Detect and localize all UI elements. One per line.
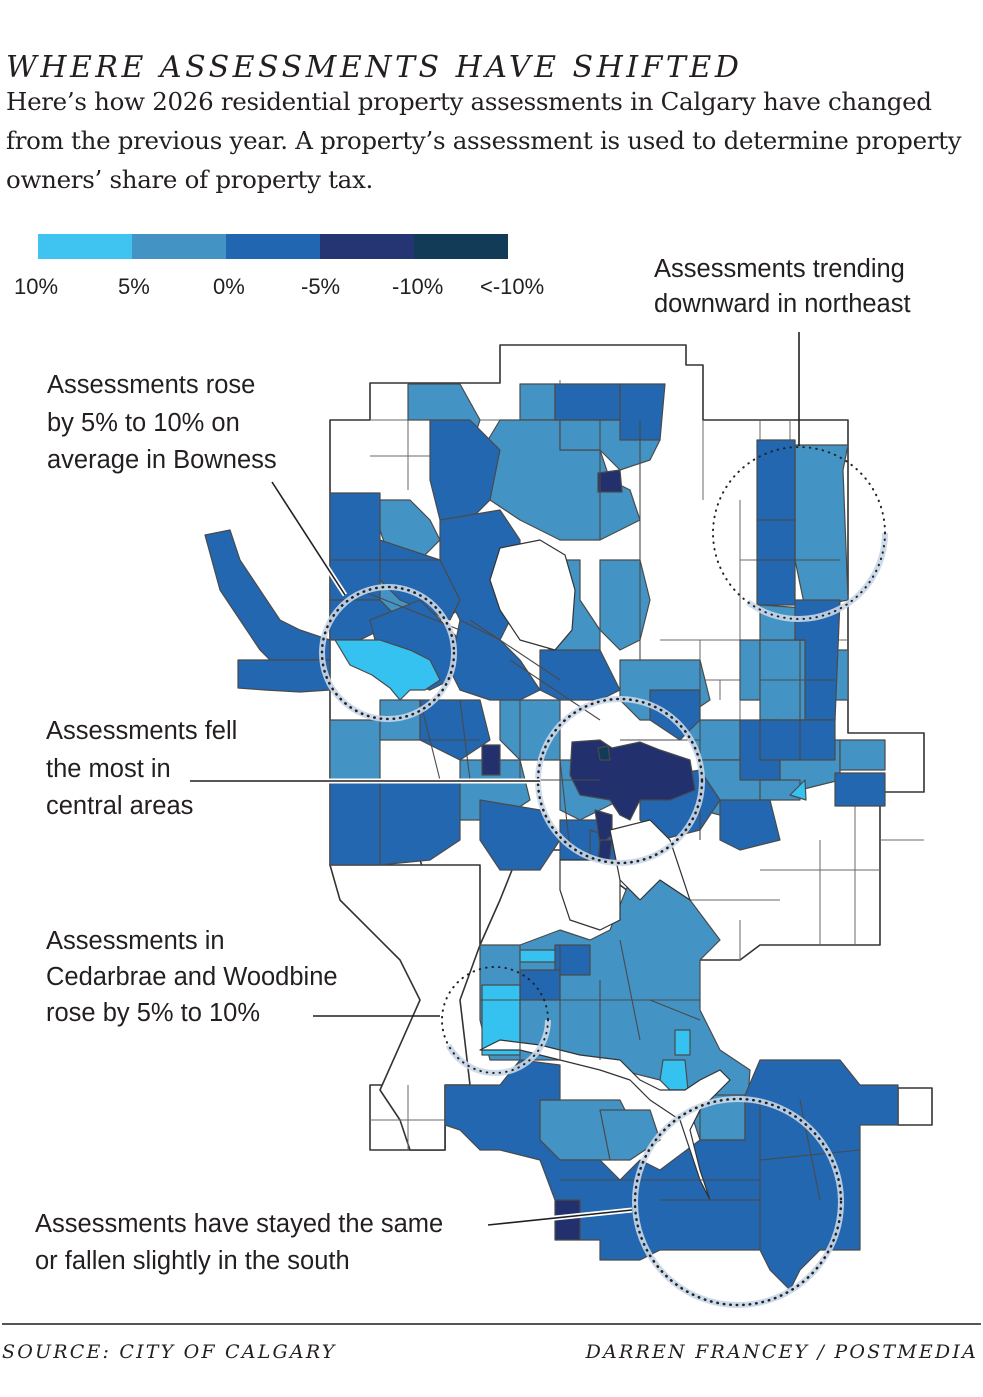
annotation-south: Assessments have stayed the same or fall… <box>35 1206 443 1280</box>
northeast-circle <box>710 444 888 622</box>
leader-lines <box>190 332 800 1228</box>
annotation-cedarbrae: Assessments in Cedarbrae and Woodbine ro… <box>46 923 338 1031</box>
south-leader <box>487 1209 633 1226</box>
annotation-line: Assessments in <box>46 927 225 955</box>
author-credit: DARREN FRANCEY / POSTMEDIA <box>585 1341 978 1363</box>
highlight-circles <box>319 444 888 1308</box>
legend-swatch-fall-0-5 <box>226 234 320 259</box>
page-title: WHERE ASSESSMENTS HAVE SHIFTED <box>6 50 743 86</box>
legend-label: -5% <box>301 274 341 299</box>
annotation-northeast: Assessments trending downward in northea… <box>654 252 911 322</box>
annotation-line: downward in northeast <box>654 290 911 318</box>
source-credit: SOURCE: CITY OF CALGARY <box>2 1341 337 1363</box>
south-circle <box>632 1096 844 1308</box>
color-legend: 10% 5% 0% -5% -10% <-10% <box>14 234 544 299</box>
annotation-line: Assessments trending <box>654 255 905 283</box>
annotation-line: central areas <box>46 792 194 820</box>
regions-rise-5-10 <box>334 639 807 1091</box>
annotation-central: Assessments fell the most in central are… <box>46 713 237 826</box>
legend-label: <-10% <box>480 274 545 299</box>
legend-color-bar <box>38 234 508 259</box>
annotation-line: the most in <box>46 754 171 783</box>
legend-label: 0% <box>213 274 245 299</box>
annotation-line: Assessments have stayed the same <box>35 1210 444 1238</box>
page-subtitle: Here’s how 2026 residential property ass… <box>6 87 962 194</box>
bowness-circle <box>319 584 457 722</box>
regions-fall-0-5 <box>204 383 899 1291</box>
annotation-line: Assessments fell <box>46 717 238 745</box>
annotation-line: Cedarbrae and Woodbine <box>46 963 338 991</box>
legend-label: 5% <box>118 274 150 299</box>
annotation-line: average in Bowness <box>47 446 277 474</box>
legend-swatch-rise-5-10 <box>38 234 132 259</box>
annotation-line: Assessments rose <box>47 371 256 399</box>
annotation-bowness: Assessments rose by 5% to 10% on average… <box>47 367 277 480</box>
cedarbrae-circle <box>439 964 551 1076</box>
legend-swatch-rise-0-5 <box>132 234 226 259</box>
legend-swatch-fall-10-plus <box>414 234 508 259</box>
annotation-line: or fallen slightly in the south <box>35 1247 350 1275</box>
legend-label: -10% <box>392 274 444 299</box>
legend-label: 10% <box>14 274 59 299</box>
legend-swatch-fall-5-10 <box>320 234 414 259</box>
community-boundaries <box>330 420 861 1250</box>
regions-fall-10-plus <box>597 745 611 761</box>
footer-divider <box>2 1323 981 1325</box>
annotation-line: by 5% to 10% on <box>47 408 240 437</box>
bowness-leader <box>271 481 346 596</box>
annotation-line: rose by 5% to 10% <box>46 999 261 1027</box>
